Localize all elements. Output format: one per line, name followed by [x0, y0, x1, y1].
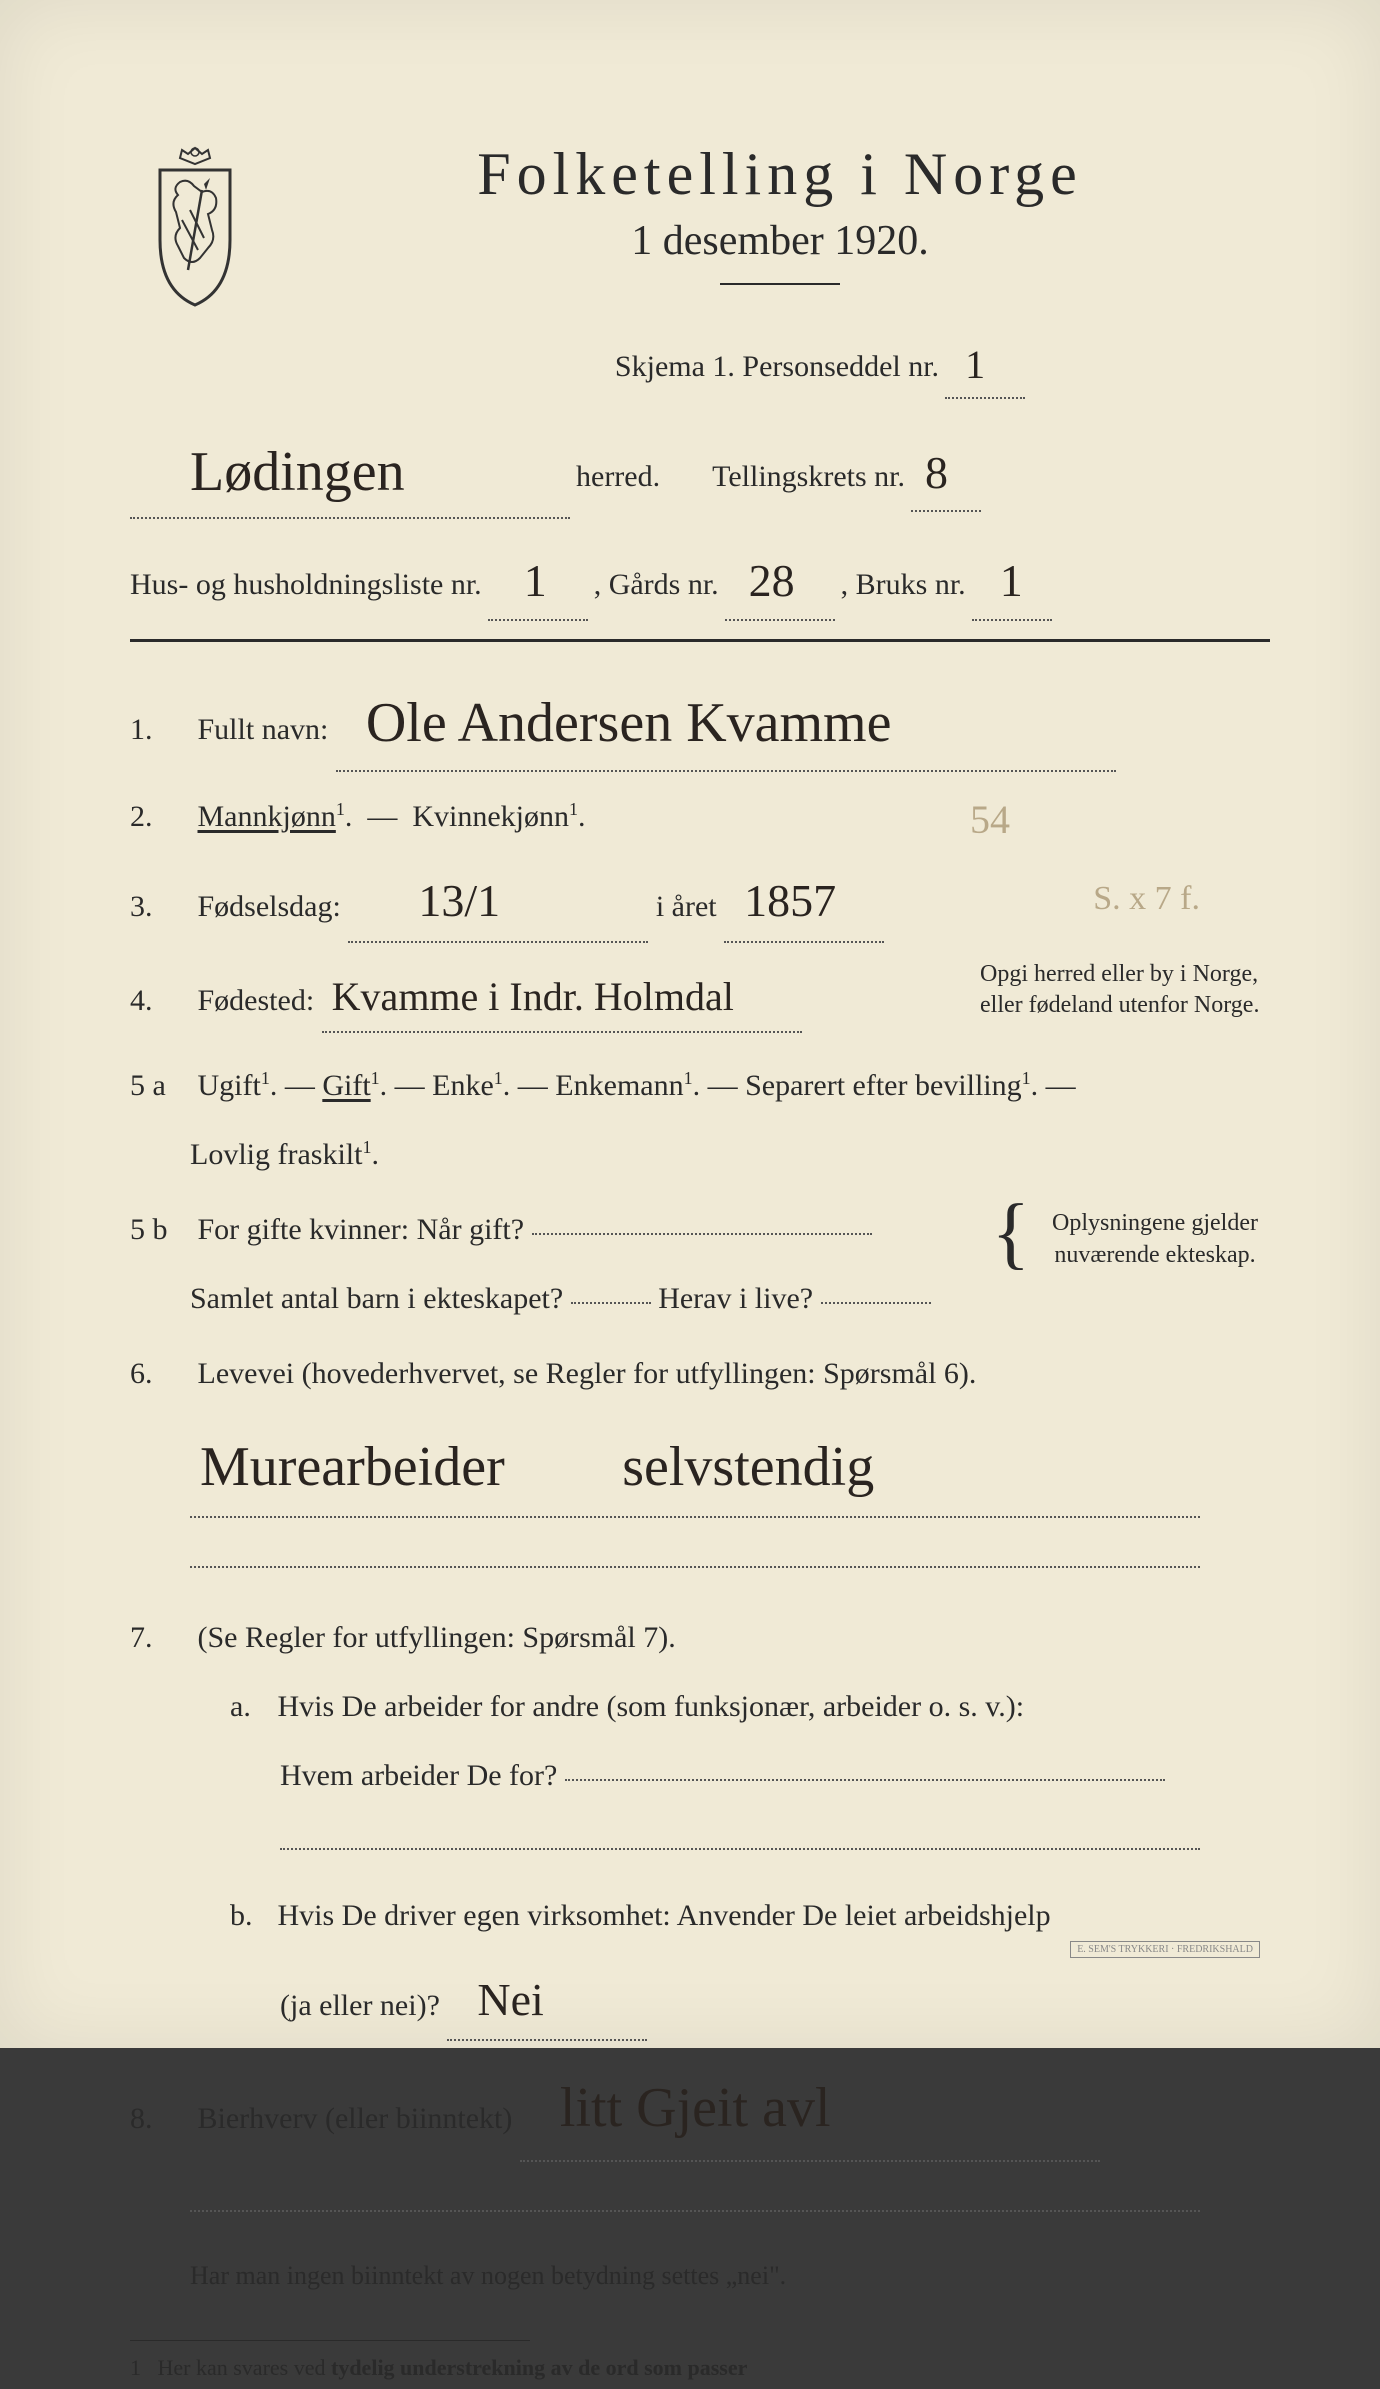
census-form-page: Folketelling i Norge 1 desember 1920. Sk… — [0, 0, 1380, 2048]
q3-pencil: S. x 7 f. — [1093, 867, 1200, 932]
q5a-fraskilt: Lovlig fraskilt — [190, 1138, 362, 1171]
gards-nr: 28 — [749, 537, 795, 624]
q7b-value: Nei — [477, 1956, 543, 2043]
q2-line: 2. Mannkjønn1. — Kvinnekjønn1. 54 — [130, 788, 1270, 845]
printer-stamp: E. SEM'S TRYKKERI · FREDRIKSHALD — [1070, 1941, 1260, 1958]
q5a-enke: Enke — [432, 1069, 494, 1102]
q6-value-line: Murearbeider selvstendig — [130, 1414, 1270, 1522]
q7-num: 7. — [130, 1609, 190, 1666]
q7a-text1: Hvis De arbeider for andre (som funksjon… — [278, 1690, 1025, 1723]
q7a-text2: Hvem arbeider De for? — [280, 1759, 557, 1792]
footnote-num: 1 — [130, 2355, 141, 2380]
q4-num: 4. — [130, 972, 190, 1029]
brace-icon: { — [992, 1201, 1030, 1265]
q2-kvinne: Kvinnekjønn — [412, 800, 569, 833]
krets-label: Tellingskrets nr. — [712, 448, 905, 505]
q7a-blank — [130, 1816, 1270, 1873]
q4-value: Kvamme i Indr. Holmdal — [332, 959, 734, 1035]
q6-blank-line — [130, 1534, 1270, 1591]
q5b-line1: 5 b For gifte kvinner: Når gift? { Oplys… — [130, 1201, 1270, 1258]
meta-line-2: Lødingen herred. Tellingskrets nr. 8 — [130, 415, 1270, 523]
footnote: 1 Her kan svares ved tydelig understrekn… — [130, 2347, 1270, 2389]
q7b-label: b. — [230, 1887, 270, 1944]
q5b-l1: For gifte kvinner: Når gift? — [198, 1213, 525, 1246]
q8-num: 8. — [130, 2090, 190, 2147]
note-line: Har man ingen biinntekt av nogen betydni… — [130, 2251, 1270, 2300]
husliste-label: Hus- og husholdningsliste nr. — [130, 556, 482, 613]
title-block: Folketelling i Norge 1 desember 1920. — [290, 140, 1270, 315]
q4-sidenote: Opgi herred eller by i Norge, eller føde… — [980, 959, 1270, 1021]
skjema-label: Skjema 1. Personseddel nr. — [615, 338, 939, 395]
bruks-nr: 1 — [1000, 537, 1023, 624]
q1-value: Ole Andersen Kvamme — [366, 670, 892, 776]
q6-value2: selvstendig — [622, 1414, 874, 1520]
page-title: Folketelling i Norge — [290, 140, 1270, 209]
footnote-text: Her kan svares ved tydelig understreknin… — [158, 2355, 748, 2380]
q7-line: 7. (Se Regler for utfyllingen: Spørsmål … — [130, 1609, 1270, 1666]
form-body: Skjema 1. Personseddel nr. 1 Lødingen he… — [130, 325, 1270, 2389]
person-nr: 1 — [965, 327, 985, 403]
q2-pencil: 54 — [970, 782, 1010, 858]
q6-line: 6. Levevei (hovederhvervet, se Regler fo… — [130, 1345, 1270, 1402]
q6-num: 6. — [130, 1345, 190, 1402]
q2-num: 2. — [130, 788, 190, 845]
q5a-num: 5 a — [130, 1057, 190, 1114]
footnote-rule — [130, 2340, 530, 2347]
q8-line: 8. Bierhverv (eller biinntekt) litt Gjei… — [130, 2057, 1270, 2165]
q5b-sidenote: Oplysningene gjelder nuværende ekteskap. — [1040, 1207, 1270, 1272]
krets-nr: 8 — [925, 429, 948, 516]
husliste-nr: 1 — [524, 537, 547, 624]
q6-value1: Murearbeider — [200, 1414, 505, 1520]
q5a-enkemann: Enkemann — [555, 1069, 683, 1102]
q7b-line2: (ja eller nei)? Nei — [130, 1956, 1270, 2045]
meta-line-3: Hus- og husholdningsliste nr. 1 , Gårds … — [130, 535, 1270, 624]
q5a-separert: Separert efter bevilling — [745, 1069, 1022, 1102]
q3-label: Fødselsdag: — [198, 890, 341, 923]
q3-day: 13/1 — [418, 857, 500, 944]
q7a-label: a. — [230, 1678, 270, 1735]
q5a-line: 5 a Ugift1. — Gift1. — Enke1. — Enkemann… — [130, 1057, 1270, 1114]
q7b-text: Hvis De driver egen virksomhet: Anvender… — [278, 1899, 1051, 1932]
q7a-line1: a. Hvis De arbeider for andre (som funks… — [130, 1678, 1270, 1735]
herred-label: herred. — [576, 448, 660, 505]
q1-label: Fullt navn: — [198, 713, 329, 746]
header: Folketelling i Norge 1 desember 1920. — [130, 140, 1270, 315]
q5b-line2: Samlet antal barn i ekteskapet? Herav i … — [130, 1270, 1270, 1327]
herred-name: Lødingen — [190, 419, 405, 525]
q5a-line2: Lovlig fraskilt1. — [130, 1126, 1270, 1183]
q4-label: Fødested: — [198, 984, 315, 1017]
q5a-gift: Gift — [322, 1069, 370, 1102]
q5b-l2b: Herav i live? — [658, 1282, 813, 1315]
q8-blank — [130, 2178, 1270, 2235]
meta-line-1: Skjema 1. Personseddel nr. 1 — [130, 325, 1270, 403]
q6-label: Levevei (hovederhvervet, se Regler for u… — [198, 1357, 977, 1390]
q3-line: 3. Fødselsdag: 13/1 i året 1857 S. x 7 f… — [130, 857, 1270, 946]
q1-num: 1. — [130, 701, 190, 758]
q3-mid: i året — [656, 890, 717, 923]
title-rule — [720, 283, 840, 285]
q5a-ugift: Ugift — [198, 1069, 261, 1102]
q1-line: 1. Fullt navn: Ole Andersen Kvamme — [130, 668, 1270, 776]
q8-value: litt Gjeit avl — [560, 2055, 831, 2161]
gards-label: , Gårds nr. — [594, 556, 719, 613]
bruks-label: , Bruks nr. — [841, 556, 966, 613]
page-subtitle: 1 desember 1920. — [290, 217, 1270, 265]
q5b-num: 5 b — [130, 1201, 190, 1258]
q7b-line1: b. Hvis De driver egen virksomhet: Anven… — [130, 1887, 1270, 1944]
q8-label: Bierhverv (eller biinntekt) — [198, 2102, 513, 2135]
coat-of-arms-icon — [130, 140, 260, 310]
q5b-l2a: Samlet antal barn i ekteskapet? — [190, 1282, 563, 1315]
section-rule — [130, 639, 1270, 642]
q7-label: (Se Regler for utfyllingen: Spørsmål 7). — [198, 1621, 676, 1654]
q7b-text2: (ja eller nei)? — [280, 1989, 440, 2022]
q2-mann: Mannkjønn — [198, 800, 336, 833]
q4-line: 4. Fødested: Kvamme i Indr. Holmdal Opgi… — [130, 959, 1270, 1037]
q7a-line2: Hvem arbeider De for? — [130, 1747, 1270, 1804]
q3-num: 3. — [130, 878, 190, 935]
q3-year: 1857 — [744, 857, 836, 944]
